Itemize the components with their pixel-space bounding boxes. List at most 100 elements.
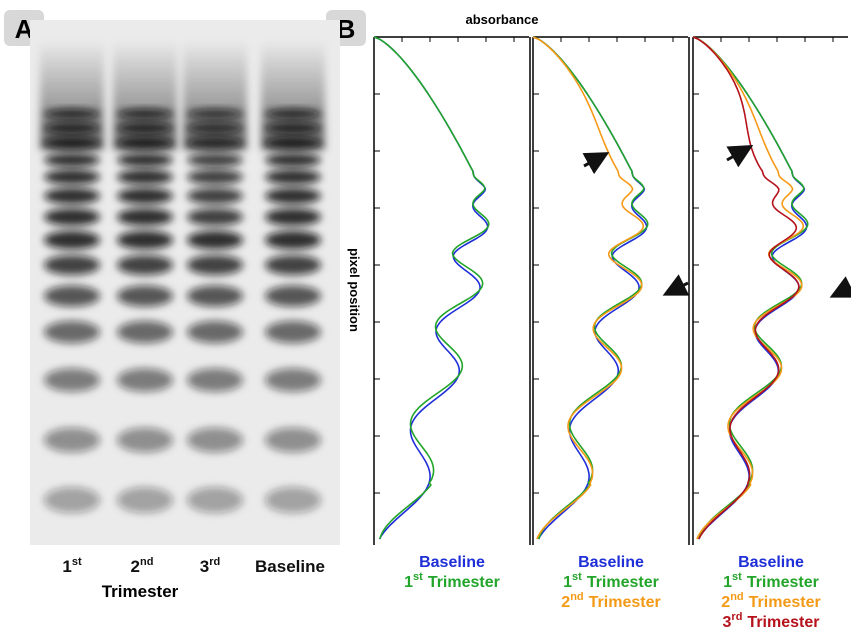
band (265, 428, 321, 453)
suffix: st (72, 556, 82, 568)
suffix: nd (570, 591, 583, 603)
band (117, 231, 173, 250)
band (187, 169, 243, 184)
label: 1st Trimester (404, 571, 500, 591)
ordinal: 2 (131, 557, 140, 576)
y-axis-label: pixel position (347, 248, 362, 332)
band (44, 231, 100, 250)
band (44, 487, 100, 513)
band (265, 153, 321, 167)
band (117, 255, 173, 275)
suffix: st (732, 571, 742, 583)
band (117, 169, 173, 184)
text: Baseline (578, 554, 644, 571)
ordinal: 2 (561, 594, 570, 611)
band (117, 188, 173, 204)
band (187, 122, 243, 134)
text: Trimester (428, 574, 500, 591)
text: Trimester (749, 594, 821, 611)
suffix: st (572, 571, 582, 583)
band (117, 321, 173, 343)
band (44, 285, 100, 306)
arrow (584, 155, 604, 166)
suffix: st (413, 571, 423, 583)
label: 2nd (131, 556, 154, 576)
label: 1st (62, 556, 82, 576)
band (265, 208, 321, 226)
group-label: Trimester (102, 582, 179, 601)
band (265, 122, 321, 134)
x-axis-label: absorbance (466, 12, 539, 27)
band (187, 153, 243, 167)
band (44, 208, 100, 226)
band (117, 122, 173, 134)
arrows (584, 148, 851, 295)
band (265, 109, 321, 119)
band (117, 368, 173, 392)
band (117, 109, 173, 119)
band (44, 169, 100, 184)
text: Baseline (255, 557, 325, 576)
band (44, 321, 100, 343)
band (265, 169, 321, 184)
band (265, 285, 321, 306)
text: Baseline (419, 554, 485, 571)
band (187, 321, 243, 343)
arrow (835, 287, 851, 295)
label: Baseline (255, 557, 325, 576)
band (187, 255, 243, 275)
profiles (374, 37, 848, 545)
label: 2nd Trimester (721, 591, 820, 611)
band (117, 285, 173, 306)
figure: A B absorbance pixel position 1st2nd3rdB… (0, 0, 851, 641)
band (265, 137, 321, 150)
profile (533, 37, 643, 539)
suffix: rd (731, 611, 742, 623)
label: Baseline (578, 554, 644, 571)
label: 2nd Trimester (561, 591, 660, 611)
band (44, 153, 100, 167)
band (44, 255, 100, 275)
band (187, 137, 243, 150)
band (265, 321, 321, 343)
band (187, 487, 243, 513)
band (117, 208, 173, 226)
suffix: rd (209, 556, 220, 568)
band (117, 487, 173, 513)
profile (693, 37, 803, 539)
ordinal: 2 (721, 594, 730, 611)
band (117, 137, 173, 150)
ordinal: 3 (723, 614, 732, 631)
band (187, 208, 243, 226)
profile (374, 37, 489, 539)
ordinal: 1 (62, 557, 71, 576)
arrow (668, 283, 688, 293)
suffix: nd (140, 556, 153, 568)
band (187, 109, 243, 119)
band (44, 428, 100, 453)
label: 3rd (200, 556, 220, 576)
band (265, 368, 321, 392)
text: Trimester (587, 574, 659, 591)
text: Trimester (747, 574, 819, 591)
band (187, 231, 243, 250)
band (187, 428, 243, 453)
arrow (727, 148, 748, 160)
label: Baseline (419, 554, 485, 571)
band (265, 188, 321, 204)
ordinal: 3 (200, 557, 209, 576)
text: Trimester (589, 594, 661, 611)
band (44, 188, 100, 204)
suffix: nd (730, 591, 743, 603)
band (44, 368, 100, 392)
band (265, 487, 321, 513)
band (44, 122, 100, 134)
ordinal: 1 (404, 574, 413, 591)
band (265, 255, 321, 275)
band (265, 231, 321, 250)
band (187, 368, 243, 392)
